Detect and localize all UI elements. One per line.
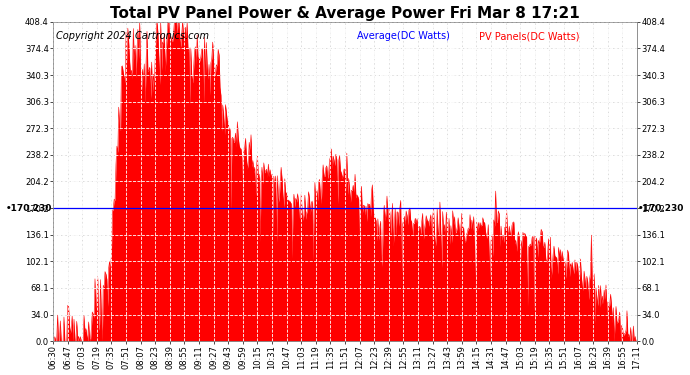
Text: •170.230: •170.230 <box>6 204 52 213</box>
Title: Total PV Panel Power & Average Power Fri Mar 8 17:21: Total PV Panel Power & Average Power Fri… <box>110 6 580 21</box>
Text: Average(DC Watts): Average(DC Watts) <box>357 31 450 41</box>
Text: Copyright 2024 Cartronics.com: Copyright 2024 Cartronics.com <box>56 31 209 41</box>
Text: PV Panels(DC Watts): PV Panels(DC Watts) <box>480 31 580 41</box>
Text: •170.230: •170.230 <box>638 204 684 213</box>
